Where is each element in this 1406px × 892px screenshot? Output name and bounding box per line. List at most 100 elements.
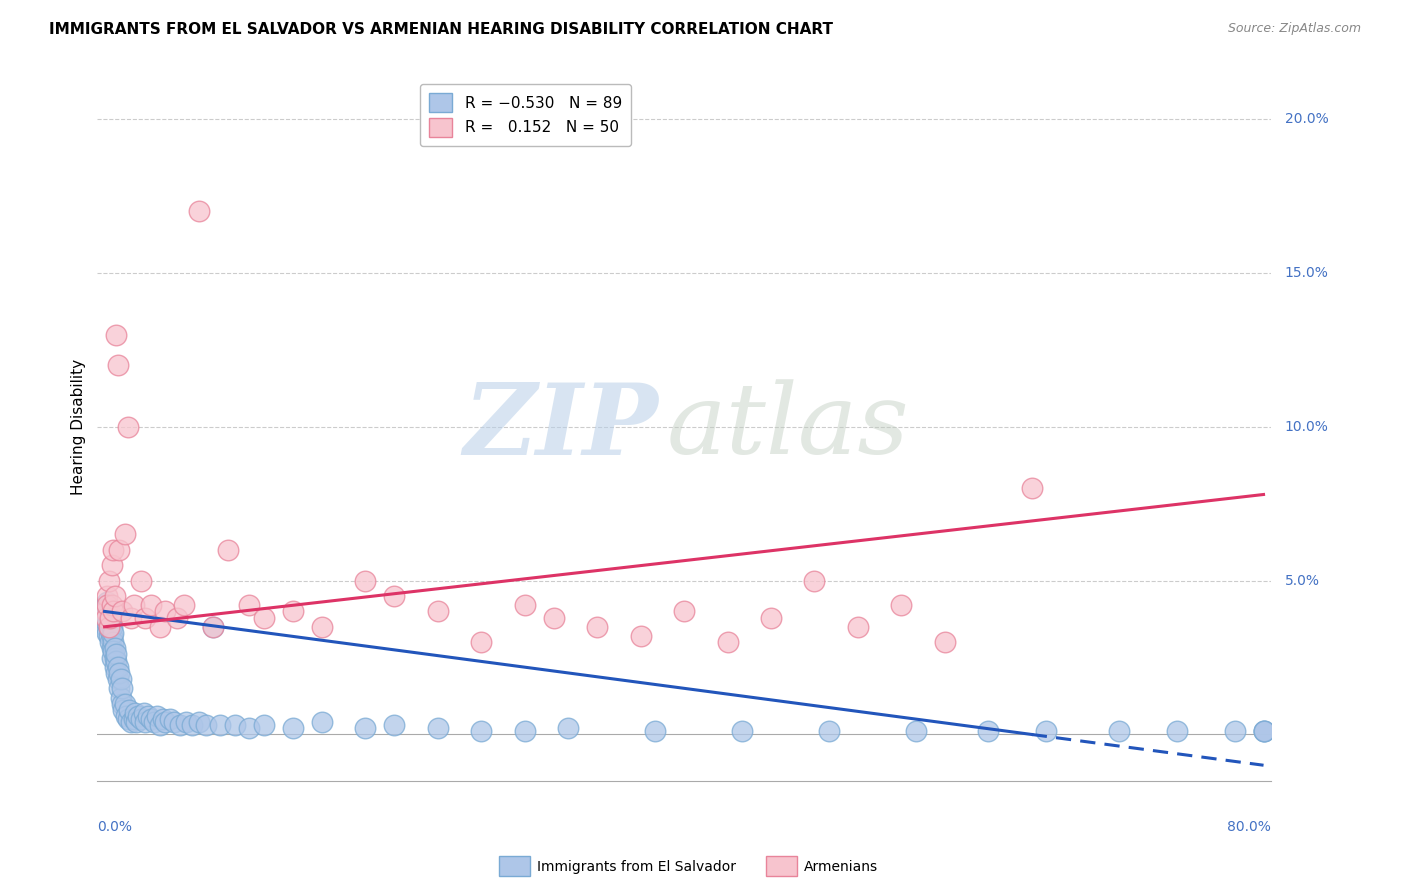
Point [127, 709, 149, 723]
Point [97, 574, 120, 588]
Text: 10.0%: 10.0% [1285, 420, 1329, 434]
Point [173, 599, 195, 613]
Point [111, 604, 134, 618]
Point [114, 697, 136, 711]
Point [96, 595, 118, 609]
Point [134, 610, 156, 624]
Point [253, 718, 276, 732]
Legend: R = −0.530   N = 89, R =   0.152   N = 50: R = −0.530 N = 89, R = 0.152 N = 50 [420, 84, 631, 146]
Point [281, 722, 304, 736]
Point [111, 681, 134, 696]
Point [586, 620, 609, 634]
Point [96, 626, 118, 640]
Point [174, 715, 197, 730]
Point [155, 604, 177, 618]
Point [101, 558, 124, 573]
Point [100, 635, 122, 649]
Point [103, 644, 125, 658]
Point [382, 589, 405, 603]
Point [122, 599, 145, 613]
Point [1108, 724, 1130, 739]
Point [311, 715, 333, 730]
Point [209, 718, 232, 732]
Point [100, 610, 122, 624]
Point [630, 629, 652, 643]
Point [382, 718, 405, 732]
Point [139, 599, 162, 613]
Text: Armenians: Armenians [804, 860, 879, 874]
Point [470, 635, 492, 649]
Point [195, 718, 218, 732]
Point [125, 715, 148, 730]
Point [731, 724, 754, 739]
Point [103, 635, 125, 649]
Point [129, 574, 152, 588]
Text: ZIP: ZIP [463, 378, 658, 475]
Point [818, 724, 841, 739]
Point [100, 623, 122, 637]
Point [281, 604, 304, 618]
Point [105, 665, 128, 680]
Point [152, 712, 174, 726]
Text: 20.0%: 20.0% [1285, 112, 1329, 126]
Point [180, 718, 202, 732]
Point [202, 620, 225, 634]
Point [904, 724, 927, 739]
Point [354, 574, 377, 588]
Point [166, 610, 188, 624]
Point [155, 715, 177, 730]
Point [96, 610, 118, 624]
Point [934, 635, 956, 649]
Point [470, 724, 492, 739]
Point [101, 641, 124, 656]
Point [890, 599, 912, 613]
Point [101, 599, 124, 613]
Point [716, 635, 738, 649]
Point [97, 610, 120, 624]
Point [105, 327, 128, 342]
Point [1223, 724, 1246, 739]
Text: 0.0%: 0.0% [97, 820, 132, 833]
Point [107, 358, 129, 372]
Point [94, 604, 117, 618]
Point [97, 620, 120, 634]
Point [1253, 724, 1275, 739]
Point [129, 712, 152, 726]
Point [100, 616, 122, 631]
Point [238, 722, 260, 736]
Text: atlas: atlas [666, 379, 910, 475]
Point [108, 681, 131, 696]
Point [1021, 481, 1043, 495]
Point [96, 599, 118, 613]
Point [513, 599, 536, 613]
Point [94, 610, 117, 624]
Point [187, 715, 209, 730]
Point [103, 604, 125, 618]
Point [134, 715, 156, 730]
Point [543, 610, 565, 624]
Point [149, 620, 172, 634]
Point [114, 527, 136, 541]
Point [1253, 724, 1275, 739]
Point [159, 712, 181, 726]
Point [117, 419, 139, 434]
Point [94, 620, 117, 634]
Point [1253, 724, 1275, 739]
Point [117, 712, 139, 726]
Text: IMMIGRANTS FROM EL SALVADOR VS ARMENIAN HEARING DISABILITY CORRELATION CHART: IMMIGRANTS FROM EL SALVADOR VS ARMENIAN … [49, 22, 834, 37]
Point [94, 604, 117, 618]
Point [217, 542, 239, 557]
Point [110, 690, 132, 705]
Point [846, 620, 869, 634]
Point [644, 724, 666, 739]
Point [122, 712, 145, 726]
Point [103, 626, 125, 640]
Point [104, 589, 127, 603]
Point [513, 724, 536, 739]
Point [142, 715, 165, 730]
Point [111, 697, 134, 711]
Point [96, 616, 118, 631]
Point [124, 706, 146, 720]
Point [149, 718, 172, 732]
Point [977, 724, 1000, 739]
